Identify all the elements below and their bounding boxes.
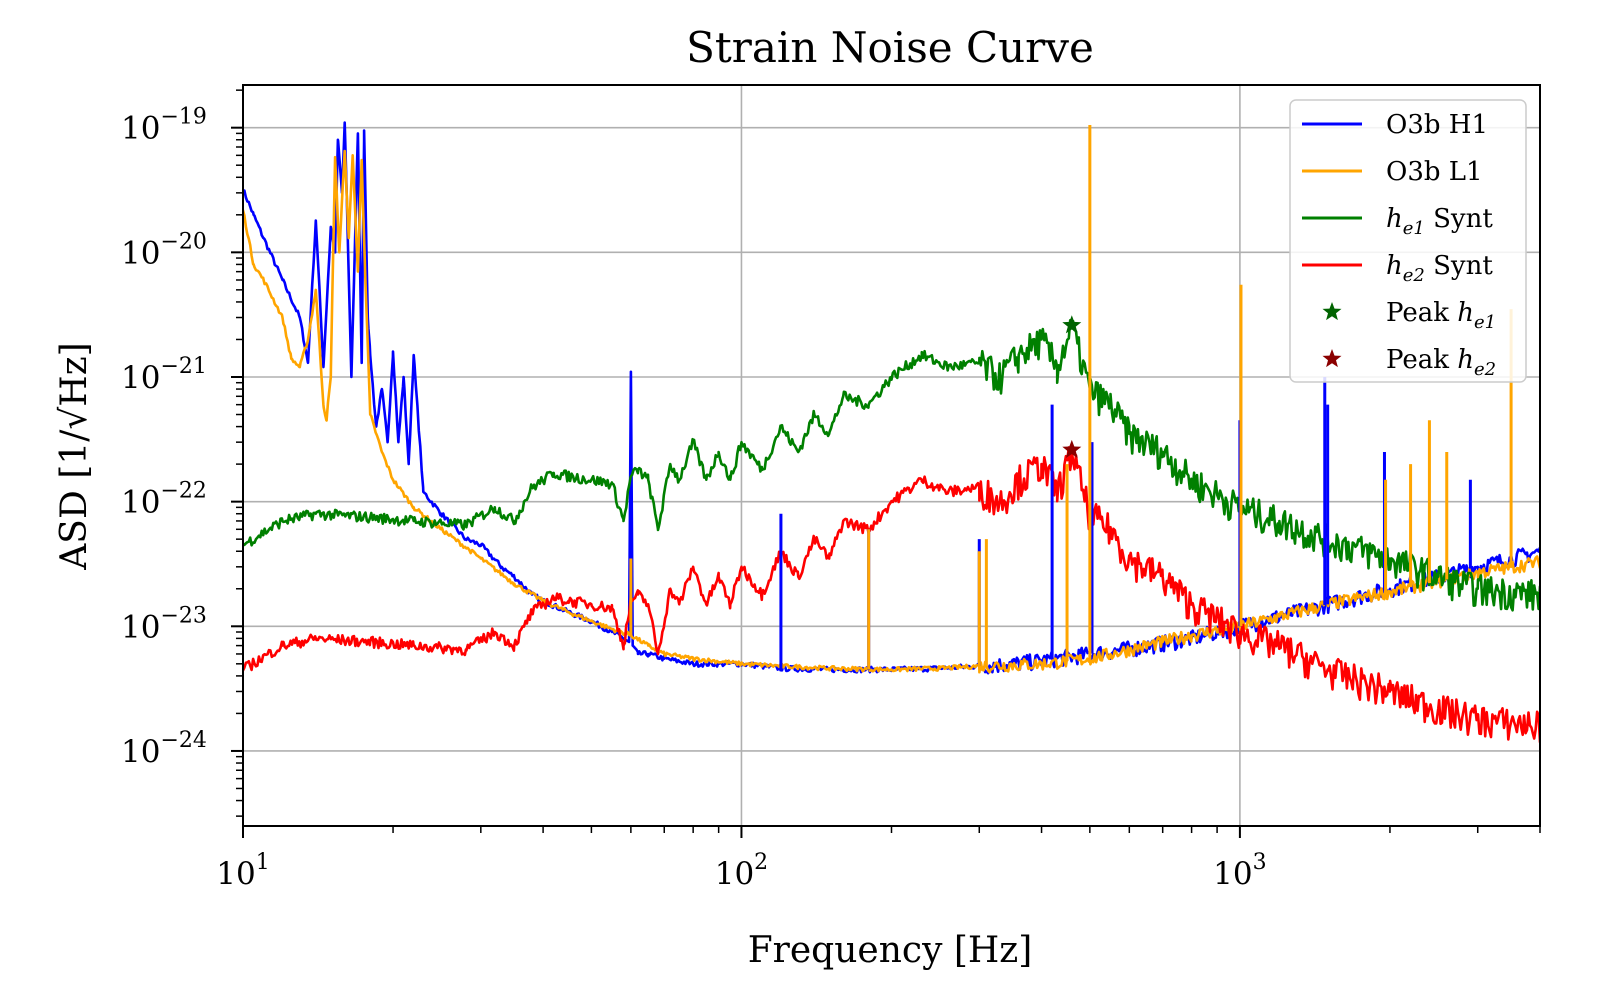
legend-star-swatch bbox=[1322, 302, 1342, 321]
x-tick-label: 103 bbox=[1213, 850, 1266, 892]
legend-label: O3b H1 bbox=[1386, 110, 1488, 140]
y-tick-label: 10−19 bbox=[121, 105, 207, 147]
legend-label: Peak he1 bbox=[1386, 298, 1496, 333]
peak-marker bbox=[1062, 315, 1082, 334]
legend-label: Peak he2 bbox=[1386, 345, 1496, 380]
y-tick-label: 10−20 bbox=[121, 229, 207, 271]
chart-title: Strain Noise Curve bbox=[686, 23, 1094, 72]
legend-label: he2 Synt bbox=[1386, 251, 1493, 286]
x-axis-label: Frequency [Hz] bbox=[748, 930, 1033, 971]
legend-star-swatch bbox=[1322, 349, 1342, 368]
y-tick-label: 10−21 bbox=[121, 354, 207, 396]
y-tick-label: 10−22 bbox=[121, 479, 207, 521]
peak-marker bbox=[1062, 439, 1082, 458]
legend-box bbox=[1289, 99, 1527, 383]
x-tick-label: 102 bbox=[715, 850, 768, 892]
axes: 101 102 103 10−19 10−20 10−21 10−22 10−23 10−24 bbox=[121, 84, 1541, 892]
series-line bbox=[243, 149, 1540, 674]
x-tick-label: 101 bbox=[216, 850, 269, 892]
series-line bbox=[243, 319, 1540, 612]
legend: O3b H1 O3b L1 he1 Synt he2 Synt Peak he1 Peak… bbox=[1289, 99, 1527, 383]
y-tick-label: 10−23 bbox=[121, 603, 207, 645]
y-tick-label: 10−24 bbox=[121, 728, 207, 770]
y-axis-label: ASD [1/√Hz] bbox=[54, 342, 95, 570]
series-line bbox=[243, 446, 1540, 744]
legend-label: O3b L1 bbox=[1386, 157, 1483, 187]
legend-label: he1 Synt bbox=[1386, 204, 1493, 239]
